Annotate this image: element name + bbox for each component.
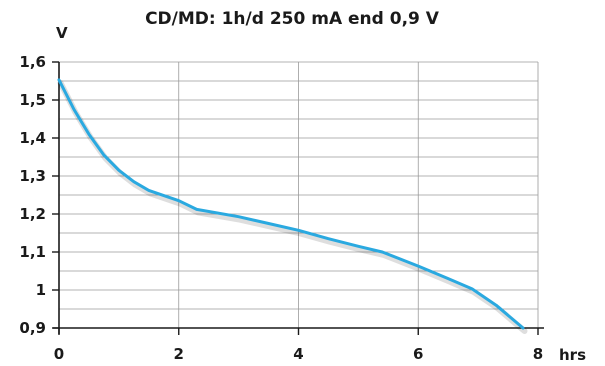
tick-labels: 0,9 1 1,1 1,2 1,3 1,4 1,5 1,6 0 2 4 6 8	[19, 53, 543, 363]
y-tick-label: 1,2	[19, 205, 46, 223]
series-group	[57, 78, 528, 334]
x-tick-label: 4	[293, 345, 303, 363]
y-tick-label: 0,9	[19, 319, 46, 337]
axes	[52, 61, 544, 335]
x-tick-label: 2	[174, 345, 184, 363]
chart-title: CD/MD: 1h/d 250 mA end 0,9 V	[145, 9, 440, 29]
y-tick-label: 1	[36, 281, 46, 299]
y-tick-label: 1,6	[19, 53, 46, 71]
x-axis-unit-label: hrs	[559, 346, 586, 364]
y-tick-label: 1,1	[19, 243, 46, 261]
x-tick-label: 6	[413, 345, 423, 363]
y-axis-unit-label: V	[56, 24, 68, 42]
y-tick-label: 1,5	[19, 91, 46, 109]
series-line	[57, 78, 525, 330]
y-tick-label: 1,3	[19, 167, 46, 185]
y-tick-label: 1,4	[19, 129, 46, 147]
x-tick-label: 0	[54, 345, 64, 363]
series-line-shadow	[57, 79, 528, 334]
grid-lines	[59, 61, 539, 328]
x-tick-label: 8	[533, 345, 543, 363]
